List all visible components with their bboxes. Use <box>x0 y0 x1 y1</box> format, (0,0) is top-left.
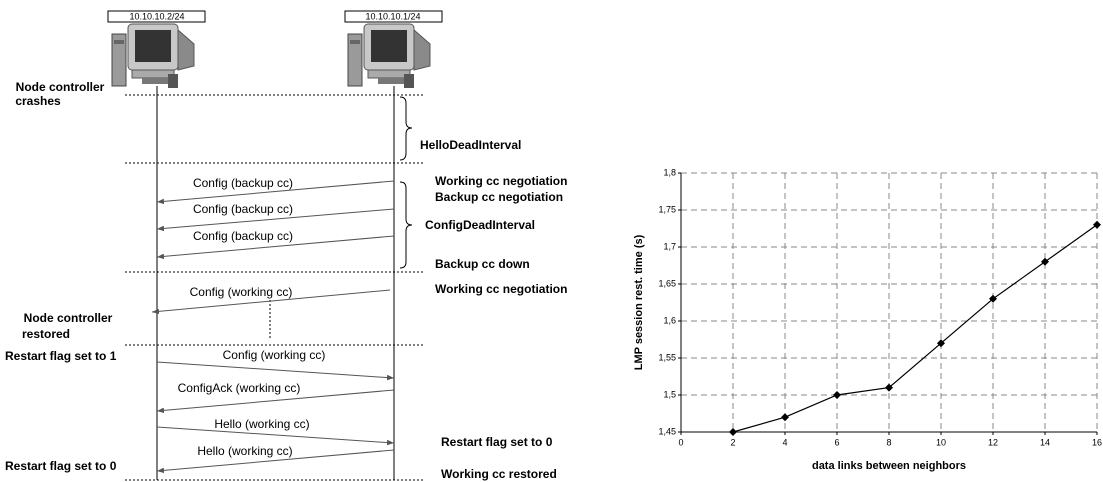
sequence-diagram: 10.10.10.2/24 10.10.10.1/24 HelloDeadInt… <box>5 11 567 481</box>
y-tick-label: 1,7 <box>663 241 676 251</box>
interval-label: HelloDeadInterval <box>420 138 521 152</box>
data-line <box>733 225 1097 432</box>
computer-icon <box>348 24 430 88</box>
left-note: Node controller <box>24 311 113 325</box>
left-note: crashes <box>15 94 61 108</box>
y-axis-label: LMP session rest. time (s) <box>633 234 645 370</box>
computer-icon <box>112 24 194 88</box>
message-arrow <box>157 362 394 378</box>
x-tick-label: 6 <box>834 437 839 447</box>
right-note: Working cc negotiation <box>435 174 567 188</box>
data-point <box>1041 258 1049 266</box>
right-note: Restart flag set to 0 <box>441 435 553 449</box>
message-label: Config (working cc) <box>223 348 326 362</box>
x-tick-label: 8 <box>886 437 891 447</box>
chart: 1,45 1,5 1,55 1,6 1,65 1,7 1,75 1,8 0 2 4 6 8 10 12 14 1… <box>633 167 1102 472</box>
left-note: Restart flag set to 1 <box>5 349 117 363</box>
left-note: Restart flag set to 0 <box>5 459 117 473</box>
y-tick-label: 1,55 <box>658 352 676 362</box>
data-point <box>729 428 737 436</box>
x-tick-label: 16 <box>1092 437 1102 447</box>
host-label: 10.10.10.2/24 <box>129 11 184 21</box>
data-point <box>781 413 789 421</box>
message-label: ConfigAck (working cc) <box>178 381 301 395</box>
x-tick-label: 4 <box>782 437 787 447</box>
interval-label: ConfigDeadInterval <box>425 218 535 232</box>
data-point <box>1093 221 1101 229</box>
x-tick-label: 0 <box>678 437 683 447</box>
left-note: Node controller <box>16 80 105 94</box>
brace <box>400 182 412 268</box>
page: 10.10.10.2/24 10.10.10.1/24 HelloDeadInt… <box>0 0 1103 482</box>
brace <box>400 97 412 160</box>
figure: 10.10.10.2/24 10.10.10.1/24 HelloDeadInt… <box>0 0 1103 482</box>
y-tick-label: 1,65 <box>658 278 676 288</box>
right-note: Working cc restored <box>441 467 557 481</box>
y-tick-label: 1,6 <box>663 315 676 325</box>
message-label: Hello (working cc) <box>214 417 309 431</box>
right-note: Working cc negotiation <box>435 282 567 296</box>
x-axis-label: data links between neighbors <box>812 460 966 472</box>
message-label: Config (backup cc) <box>193 176 293 190</box>
message-label: Config (backup cc) <box>193 229 293 243</box>
y-tick-label: 1,45 <box>658 426 676 436</box>
x-tick-label: 14 <box>1040 437 1050 447</box>
message-label: Config (working cc) <box>190 285 293 299</box>
right-note: Backup cc down <box>435 257 530 271</box>
right-note: Backup cc negotiation <box>435 190 563 204</box>
message-label: Hello (working cc) <box>197 444 292 458</box>
x-tick-label: 2 <box>730 437 735 447</box>
y-tick-label: 1,75 <box>658 204 676 214</box>
y-tick-label: 1,5 <box>663 389 676 399</box>
host-label: 10.10.10.1/24 <box>365 11 420 21</box>
y-tick-label: 1,8 <box>663 167 676 177</box>
left-note: restored <box>22 327 70 341</box>
message-label: Config (backup cc) <box>193 202 293 216</box>
data-point <box>833 391 841 399</box>
x-tick-label: 10 <box>936 437 946 447</box>
x-tick-label: 12 <box>988 437 998 447</box>
